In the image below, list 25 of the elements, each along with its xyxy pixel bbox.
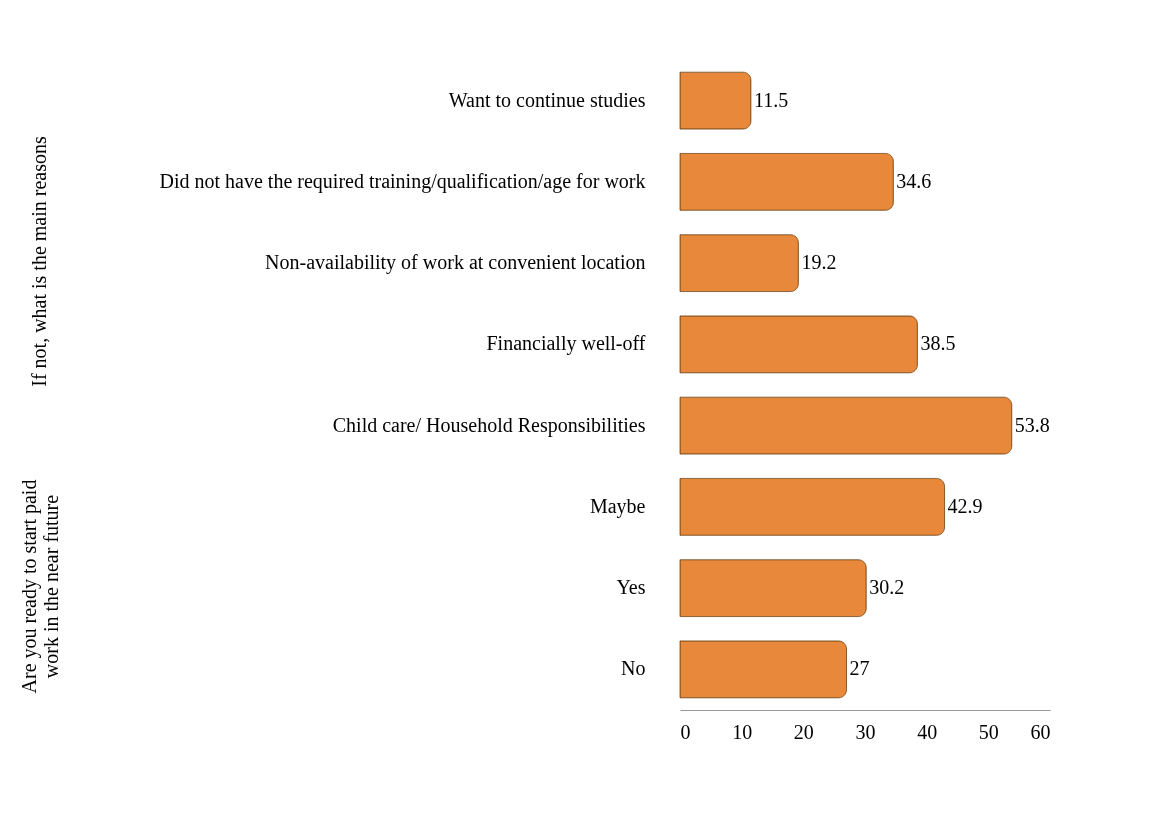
y-tick-label: Maybe — [589, 494, 646, 518]
x-tick-label: 60 — [1030, 720, 1051, 743]
y-tick-label: Yes — [616, 576, 646, 599]
x-tick-label: 40 — [917, 720, 938, 743]
data-label: 11.5 — [753, 88, 789, 111]
data-label: 34.6 — [896, 169, 932, 192]
y-tick-label: Child care/ Household Responsibilities — [332, 413, 646, 437]
y-tick-label: No — [621, 657, 646, 680]
x-tick-label: 0 — [680, 720, 691, 743]
y-tick-label: Want to continue studies — [448, 88, 646, 111]
text: Are you ready to start paid work in the near future — [18, 479, 62, 694]
x-tick-label: 30 — [855, 720, 876, 743]
x-tick-label: 20 — [793, 720, 814, 743]
data-label: 42.9 — [947, 494, 983, 517]
y-tick-label: Did not have the required training/qualification/age for work — [159, 169, 646, 193]
data-label: 27 — [849, 657, 870, 680]
data-label: 38.5 — [920, 332, 956, 355]
y-tick-label: Non-availability of work at convenient location — [265, 251, 646, 275]
data-label: 30.2 — [869, 576, 905, 599]
data-label: 53.8 — [1014, 413, 1050, 436]
y-tick-label: Financially well-off — [486, 332, 646, 356]
x-tick-label: 10 — [732, 720, 753, 743]
data-label: 19.2 — [801, 251, 837, 274]
x-tick-label: 50 — [978, 720, 999, 743]
text: If not, what is the main reasons — [28, 136, 50, 387]
